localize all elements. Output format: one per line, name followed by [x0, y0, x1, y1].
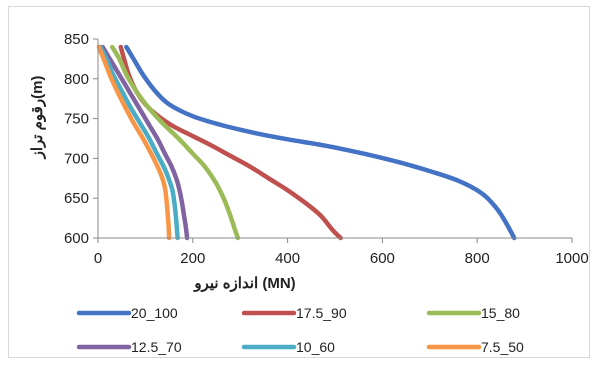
series-line-10_60 [98, 44, 180, 241]
legend-item: 7.5_50 [426, 339, 524, 355]
x-axis-title: اندازه نیرو (MN) [193, 275, 295, 292]
x-tick-label: 800 [465, 250, 490, 267]
legend-label: 15_80 [481, 305, 520, 321]
legend-item: 20_100 [76, 305, 178, 321]
legend: 20_100 17.5_90 15_80 12.5_70 10_60 7.5_50 [76, 305, 524, 355]
y-tick-label: 600 [64, 230, 89, 247]
y-axis-title: رقوم تراز(m) [29, 76, 46, 160]
y-tick-label: 750 [64, 111, 89, 128]
legend-label: 12.5_70 [131, 339, 182, 355]
legend-label: 20_100 [131, 305, 178, 321]
legend-label: 17.5_90 [296, 305, 347, 321]
x-tick-label: 0 [94, 250, 102, 267]
series-line-20_100 [124, 44, 517, 241]
line-chart: 0 200 400 600 800 1000 600 650 700 750 800 850 20_1… [29, 31, 589, 355]
legend-item: 15_80 [426, 305, 520, 321]
x-tick-label: 600 [370, 250, 395, 267]
x-tick-label: 1000 [555, 250, 588, 267]
x-tick-label: 400 [275, 250, 300, 267]
legend-item: 12.5_70 [76, 339, 182, 355]
series-line-7-5_50 [96, 44, 172, 241]
chart-frame: 0 200 400 600 800 1000 600 650 700 750 800 850 20_1… [8, 6, 590, 358]
legend-label: 10_60 [296, 339, 335, 355]
legend-label: 7.5_50 [481, 339, 524, 355]
y-tick-label: 650 [64, 190, 89, 207]
series-line-15_80 [109, 44, 241, 241]
legend-item: 10_60 [241, 339, 335, 355]
y-tick-label: 700 [64, 150, 89, 167]
y-tick-label: 850 [64, 31, 89, 48]
y-tick-label: 800 [64, 71, 89, 88]
x-tick-label: 200 [180, 250, 205, 267]
series-line-12-5_70 [100, 44, 190, 241]
axes: 0 200 400 600 800 1000 600 650 700 750 800 850 [64, 31, 589, 267]
legend-item: 17.5_90 [241, 305, 347, 321]
plot-area [96, 44, 517, 241]
